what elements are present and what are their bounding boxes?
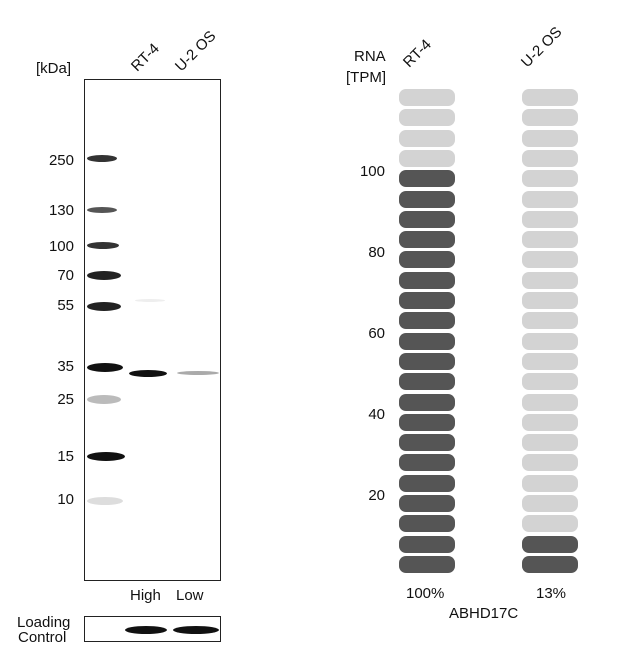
rna-segment-filled <box>399 515 455 533</box>
u2os-band <box>177 371 219 375</box>
rna-title-line2: [TPM] <box>346 69 386 86</box>
rna-segment-filled <box>399 434 455 452</box>
lane-label-u2os: U-2 OS <box>171 27 220 75</box>
rna-column-u2os <box>522 89 578 579</box>
rna-tick-60: 60 <box>368 325 385 342</box>
rna-segment-empty <box>522 109 578 127</box>
gene-name: ABHD17C <box>449 605 519 622</box>
rna-column-rt4 <box>399 89 455 579</box>
rna-tick-20: 20 <box>368 487 385 504</box>
rna-segment-empty <box>399 89 455 106</box>
marker-25: 25 <box>57 391 74 408</box>
rna-segment-empty <box>522 515 578 533</box>
marker-10: 10 <box>57 491 74 508</box>
rna-tick-40: 40 <box>368 406 385 423</box>
rna-tick-100: 100 <box>359 163 385 180</box>
rna-segment-empty <box>522 292 578 309</box>
rna-segment-filled <box>399 271 455 289</box>
rna-segment-filled <box>522 535 578 553</box>
rna-segment-filled <box>399 352 455 370</box>
rna-percent-u2os: 13% <box>536 585 567 602</box>
rna-segment-filled <box>399 495 455 512</box>
rna-segment-empty <box>522 413 578 431</box>
rna-segment-empty <box>522 170 578 188</box>
rna-segment-filled <box>399 555 455 573</box>
marker-100: 100 <box>48 238 74 255</box>
rna-segment-filled <box>522 555 578 573</box>
marker-70: 70 <box>57 267 74 284</box>
loading-band-u2os <box>173 626 219 634</box>
rna-label-rt4: RT-4 <box>399 36 435 71</box>
western-blot-image <box>84 79 221 581</box>
rna-segment-filled <box>399 373 455 391</box>
rna-segment-filled <box>399 292 455 309</box>
ladder-band-35 <box>87 363 123 372</box>
rna-segment-filled <box>399 332 455 350</box>
rna-segment-empty <box>522 271 578 289</box>
loading-control-image <box>84 616 221 642</box>
loading-control-label-1: Loading <box>17 614 71 631</box>
rna-segment-empty <box>522 332 578 350</box>
ladder-band-25 <box>87 395 121 404</box>
ladder-band-15 <box>87 452 125 461</box>
marker-250: 250 <box>48 152 74 169</box>
rt4-faint-band <box>135 299 165 302</box>
rna-segment-filled <box>399 251 455 269</box>
rna-segment-empty <box>522 373 578 391</box>
rna-segment-empty <box>522 393 578 411</box>
ladder-band-100 <box>87 242 119 249</box>
rna-segment-empty <box>522 251 578 269</box>
level-high: High <box>130 587 161 604</box>
rna-segment-filled <box>399 413 455 431</box>
rna-segment-empty <box>522 352 578 370</box>
rna-segment-empty <box>522 129 578 147</box>
rna-segment-filled <box>399 535 455 553</box>
rna-percent-rt4: 100% <box>406 585 445 602</box>
rna-segment-empty <box>522 89 578 106</box>
rna-segment-empty <box>522 190 578 208</box>
rna-segment-filled <box>399 210 455 228</box>
level-low: Low <box>176 587 204 604</box>
marker-35: 35 <box>57 358 74 375</box>
rna-segment-filled <box>399 231 455 249</box>
marker-130: 130 <box>48 202 74 219</box>
lane-label-rt4: RT-4 <box>127 40 163 75</box>
ladder-band-70 <box>87 271 121 280</box>
rna-segment-empty <box>522 149 578 167</box>
rna-segment-filled <box>399 170 455 188</box>
ladder-band-55 <box>87 302 121 311</box>
ladder-band-10 <box>87 497 123 505</box>
rna-segment-filled <box>399 393 455 411</box>
rna-segment-empty <box>399 149 455 167</box>
rna-segment-empty <box>522 312 578 330</box>
rna-segment-empty <box>399 129 455 147</box>
loading-band-rt4 <box>125 626 167 634</box>
loading-control-label-2: Control <box>18 629 67 646</box>
ladder-band-130 <box>87 207 117 213</box>
rna-label-u2os: U-2 OS <box>517 23 566 71</box>
rna-segment-empty <box>522 210 578 228</box>
rna-segment-empty <box>522 231 578 249</box>
rt4-band <box>129 370 167 377</box>
rna-segment-filled <box>399 474 455 492</box>
kda-label: [kDa] <box>36 60 72 77</box>
rna-segment-empty <box>522 434 578 452</box>
rna-segment-empty <box>522 474 578 492</box>
marker-55: 55 <box>57 297 74 314</box>
rna-segment-empty <box>522 495 578 512</box>
rna-segment-filled <box>399 454 455 472</box>
ladder-band-250 <box>87 155 117 162</box>
marker-15: 15 <box>57 448 74 465</box>
rna-segment-empty <box>399 109 455 127</box>
rna-segment-filled <box>399 312 455 330</box>
rna-tick-80: 80 <box>368 244 385 261</box>
rna-title-line1: RNA <box>354 48 386 65</box>
rna-segment-filled <box>399 190 455 208</box>
rna-segment-empty <box>522 454 578 472</box>
